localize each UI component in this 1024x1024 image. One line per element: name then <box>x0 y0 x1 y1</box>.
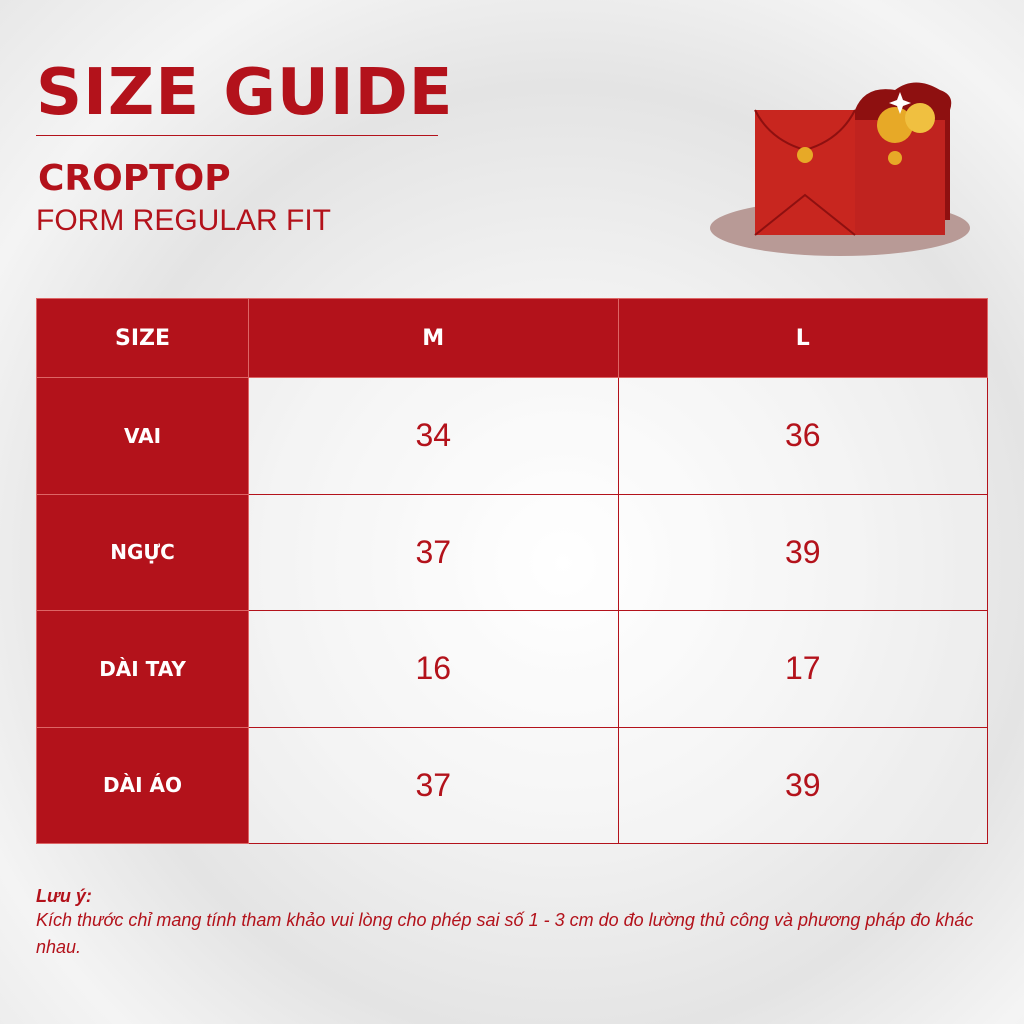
table-cell: 36 <box>617 377 988 495</box>
row-label: NGỰC <box>36 493 249 611</box>
table-row: VAI 34 36 <box>36 377 988 495</box>
product-name: CROPTOP <box>38 158 231 199</box>
column-header: M <box>248 298 619 378</box>
table-cell: 16 <box>248 610 619 728</box>
table-row: DÀI TAY 16 17 <box>36 610 988 728</box>
table-row: NGỰC 37 39 <box>36 493 988 611</box>
table-header-row: SIZE M L <box>36 298 988 378</box>
table-cell: 34 <box>248 377 619 495</box>
column-header: L <box>617 298 988 378</box>
page-title: SIZE GUIDE <box>36 56 454 130</box>
table-cell: 37 <box>248 726 619 844</box>
row-label: VAI <box>36 377 249 495</box>
fit-label: FORM REGULAR FIT <box>36 204 332 237</box>
size-table: SIZE M L VAI 34 36 NGỰC 37 39 DÀI TAY 16… <box>36 298 988 844</box>
note: Lưu ý: Kích thước chỉ mang tính tham khả… <box>36 886 1006 961</box>
divider <box>36 135 438 136</box>
table-cell: 37 <box>248 493 619 611</box>
note-text: Kích thước chỉ mang tính tham khảo vui l… <box>36 910 974 957</box>
table-cell: 17 <box>617 610 988 728</box>
row-label: DÀI ÁO <box>36 726 249 844</box>
red-envelope-illustration <box>710 82 970 256</box>
table-cell: 39 <box>617 726 988 844</box>
table-row: DÀI ÁO 37 39 <box>36 726 988 844</box>
column-header: SIZE <box>36 298 249 378</box>
table-cell: 39 <box>617 493 988 611</box>
row-label: DÀI TAY <box>36 610 249 728</box>
note-label: Lưu ý: <box>36 886 92 906</box>
